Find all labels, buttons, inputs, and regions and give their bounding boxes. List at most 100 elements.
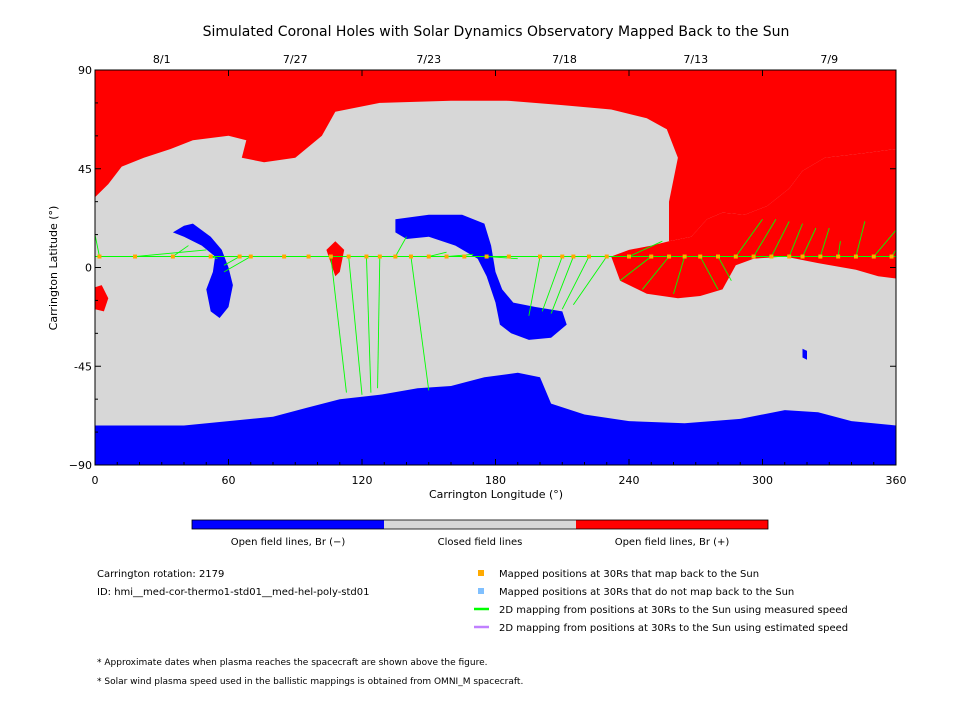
y-tick-label: -45 — [74, 360, 92, 373]
footnote-2: * Solar wind plasma speed used in the ba… — [97, 677, 523, 687]
mapping-line-measured — [753, 218, 777, 257]
date-tick-label: 7/9 — [820, 53, 838, 66]
y-tick-label: 90 — [78, 64, 92, 77]
x-tick-label: 360 — [886, 474, 907, 487]
mapping-line-measured — [135, 249, 207, 257]
x-tick-label: 60 — [222, 474, 236, 487]
mapped-point — [408, 254, 413, 259]
region-open-positive-north — [95, 70, 896, 242]
region-open-negative-small — [802, 348, 807, 360]
mapping-line-measured — [642, 256, 670, 290]
mapping-line-measured — [802, 227, 817, 257]
mapping-line-measured — [428, 251, 447, 257]
y-axis-label: Carrington Latitude (°) — [47, 206, 60, 331]
mapping-line-measured — [95, 234, 100, 257]
mapped-point — [133, 254, 138, 259]
mapping-line-measured — [550, 256, 574, 314]
mapped-point — [733, 254, 738, 259]
mapping-line-measured — [561, 256, 590, 310]
mapping-line-measured — [394, 236, 407, 257]
mapping-line-measured — [819, 227, 830, 257]
x-axis: 0 60 120 180 240 300 360 — [92, 70, 907, 487]
mapped-point — [97, 254, 102, 259]
mapped-point — [698, 254, 703, 259]
date-tick-label: 7/13 — [683, 53, 708, 66]
x-tick-label: 0 — [92, 474, 99, 487]
footnote-1: * Approximate dates when plasma reaches … — [97, 658, 488, 668]
mapped-points — [95, 254, 896, 259]
region-open-negative-south — [95, 372, 896, 465]
carrington-rotation: Carrington rotation: 2179 — [97, 569, 224, 580]
mapped-point — [170, 254, 175, 259]
x-tick-label: 180 — [485, 474, 506, 487]
mapping-line-measured — [673, 256, 686, 294]
x-axis-label: Carrington Longitude (°) — [429, 488, 563, 501]
mapped-point — [586, 254, 591, 259]
colorbar-label: Closed field lines — [438, 537, 523, 548]
mapping-line-measured — [837, 241, 841, 257]
colorbar-frame — [191, 519, 769, 530]
x-tick-label: 120 — [352, 474, 373, 487]
mapped-point — [364, 254, 369, 259]
mapped-point — [818, 254, 823, 259]
plot-area — [94, 69, 897, 466]
mapped-point — [682, 254, 687, 259]
mapping-line-measured — [699, 256, 719, 290]
colorbar-segment — [384, 520, 576, 529]
mapping-line-measured — [735, 218, 763, 257]
mapped-point — [346, 254, 351, 259]
mapped-point — [248, 254, 253, 259]
date-axis: 8/1 7/27 7/23 7/18 7/13 7/9 — [153, 53, 838, 66]
mapping-line-measured — [855, 221, 866, 257]
mapped-point — [571, 254, 576, 259]
date-tick-label: 7/18 — [552, 53, 577, 66]
region-open-negative-northern-loop — [395, 214, 567, 340]
mapped-point — [426, 254, 431, 259]
mapped-point — [787, 254, 792, 259]
mapping-line-measured — [619, 256, 652, 282]
mapped-point — [444, 254, 449, 259]
mapped-point — [716, 254, 720, 259]
mapped-point — [393, 254, 398, 259]
mapping-line-measured — [172, 245, 189, 257]
date-tick-label: 7/27 — [283, 53, 308, 66]
mapped-point — [377, 254, 382, 259]
region-open-positive-equatorial — [611, 149, 896, 299]
mapped-point — [836, 254, 841, 259]
legend: Mapped positions at 30Rs that map back t… — [474, 569, 848, 634]
mapped-point — [649, 254, 654, 259]
mapped-point — [889, 254, 894, 259]
legend-label: Mapped positions at 30Rs that map back t… — [499, 569, 759, 580]
mapping-line-measured — [541, 256, 563, 312]
date-tick-label: 7/23 — [416, 53, 441, 66]
y-tick-label: −90 — [69, 459, 92, 472]
mapping-line-measured — [788, 223, 803, 257]
colorbar: Open field lines, Br (−) Closed field lin… — [191, 519, 769, 548]
legend-label: Mapped positions at 30Rs that do not map… — [499, 587, 794, 598]
colorbar-label: Open field lines, Br (−) — [231, 537, 346, 548]
mapping-line-measured — [528, 256, 541, 316]
mapping-line-measured — [628, 240, 663, 257]
mapped-point — [800, 254, 805, 259]
mapping-line-measured — [223, 256, 240, 266]
region-open-positive-limb — [95, 285, 109, 312]
mapped-point — [853, 254, 858, 259]
mapping-line-measured — [717, 256, 732, 281]
mapped-point — [328, 254, 333, 259]
model-id: ID: hmi__med-cor-thermo1-std01__med-hel-… — [97, 587, 370, 598]
colorbar-segment — [192, 520, 384, 529]
region-open-positive-filament — [326, 241, 345, 277]
legend-marker-square — [478, 570, 484, 576]
mapping-line-measured — [770, 221, 790, 257]
legend-marker-square — [478, 588, 484, 594]
y-tick-label: 45 — [78, 163, 92, 176]
mapped-point — [506, 254, 511, 259]
mapping-line-measured — [573, 256, 608, 306]
mapped-point — [462, 254, 467, 259]
colorbar-label: Open field lines, Br (+) — [615, 537, 730, 548]
mapped-point — [871, 254, 876, 259]
mapped-point — [667, 254, 672, 259]
mapped-point — [560, 254, 565, 259]
legend-label: 2D mapping from positions at 30Rs to the… — [499, 623, 848, 634]
